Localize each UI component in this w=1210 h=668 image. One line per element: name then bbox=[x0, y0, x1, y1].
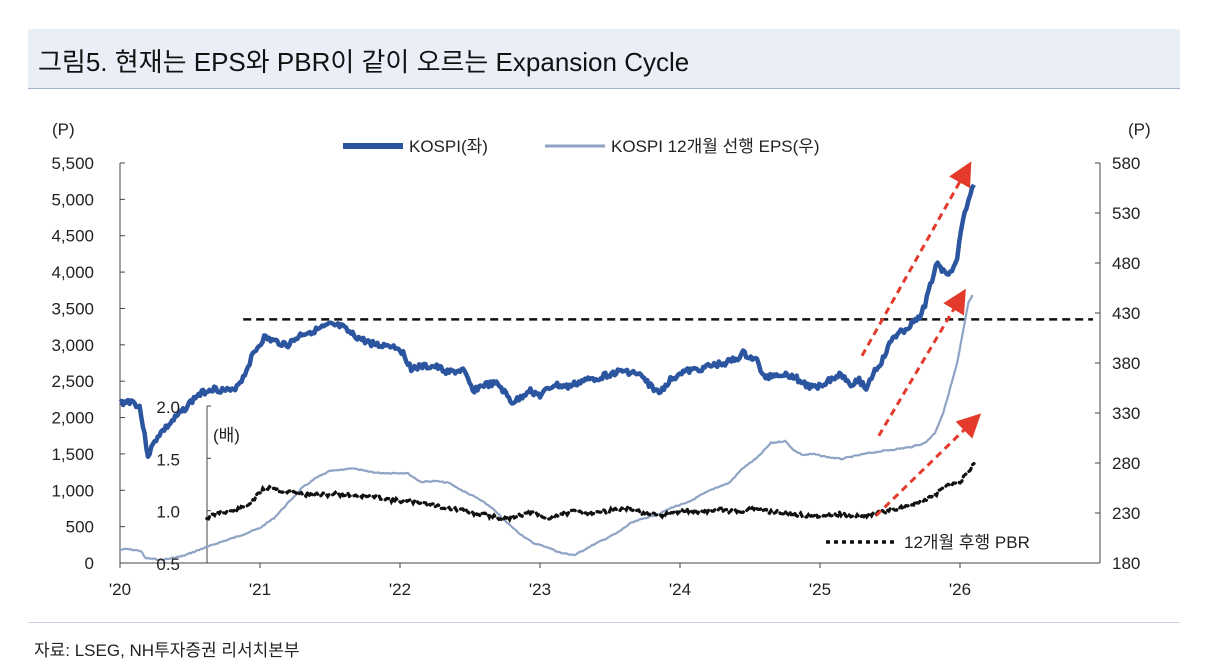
inset-tick-label: 1.5 bbox=[156, 450, 180, 469]
kospi-series-line bbox=[118, 183, 976, 460]
inset-tick-label: 0.5 bbox=[156, 555, 180, 574]
inset-tick-label: 1.0 bbox=[156, 503, 180, 522]
chart-title: 그림5. 현재는 EPS와 PBR이 같이 오르는 Expansion Cycl… bbox=[38, 47, 690, 77]
chart-series bbox=[118, 161, 1093, 562]
chart-ticks: 0 500 1,000 1,500 2,000 2,500 3,000 3,500 4,000 4… bbox=[51, 120, 1150, 599]
right-tick-label: 530 bbox=[1112, 204, 1140, 223]
footer-rule bbox=[28, 622, 1180, 623]
x-tick-label: '25 bbox=[809, 580, 831, 599]
legend-label-kospi: KOSPI(좌) bbox=[409, 137, 488, 156]
right-tick-label: 230 bbox=[1112, 504, 1140, 523]
left-tick-label: 1,500 bbox=[51, 445, 94, 464]
x-tick-label: '26 bbox=[949, 580, 971, 599]
right-tick-label: 280 bbox=[1112, 454, 1140, 473]
trend-arrow bbox=[860, 161, 972, 357]
x-tick-label: '22 bbox=[389, 580, 411, 599]
pbr-series-line bbox=[205, 462, 976, 524]
right-tick-label: 480 bbox=[1112, 254, 1140, 273]
right-tick-label: 430 bbox=[1112, 304, 1140, 323]
right-tick-label: 580 bbox=[1112, 154, 1140, 173]
chart-frame bbox=[119, 163, 1101, 564]
inset-tick-label: 2.0 bbox=[156, 398, 180, 417]
left-tick-label: 1,000 bbox=[51, 481, 94, 500]
left-tick-label: 2,500 bbox=[51, 372, 94, 391]
left-tick-label: 500 bbox=[66, 518, 94, 537]
right-tick-label: 180 bbox=[1112, 554, 1140, 573]
trend-arrow bbox=[877, 288, 966, 437]
inset-unit-label: (배) bbox=[213, 426, 240, 445]
legend-label-pbr: 12개월 후행 PBR bbox=[904, 533, 1030, 552]
left-tick-label: 2,000 bbox=[51, 409, 94, 428]
left-unit-label: (P) bbox=[52, 120, 75, 139]
chart-legend: KOSPI(좌) KOSPI 12개월 선행 EPS(우) 12개월 후행 PBR bbox=[343, 137, 1030, 552]
right-unit-label: (P) bbox=[1128, 120, 1151, 139]
left-tick-label: 4,500 bbox=[51, 227, 94, 246]
left-tick-label: 4,000 bbox=[51, 263, 94, 282]
x-tick-label: '21 bbox=[249, 580, 271, 599]
right-tick-label: 380 bbox=[1112, 354, 1140, 373]
title-band: 그림5. 현재는 EPS와 PBR이 같이 오르는 Expansion Cycl… bbox=[28, 29, 1180, 89]
legend-label-eps: KOSPI 12개월 선행 EPS(우) bbox=[611, 137, 820, 156]
left-tick-label: 5,000 bbox=[51, 190, 94, 209]
right-tick-label: 330 bbox=[1112, 404, 1140, 423]
x-tick-label: '23 bbox=[529, 580, 551, 599]
x-tick-label: '24 bbox=[669, 580, 691, 599]
left-tick-label: 5,500 bbox=[51, 154, 94, 173]
left-tick-label: 0 bbox=[85, 554, 94, 573]
left-tick-label: 3,500 bbox=[51, 299, 94, 318]
x-tick-label: '20 bbox=[109, 580, 131, 599]
source-note: 자료: LSEG, NH투자증권 리서치본부 bbox=[34, 641, 300, 660]
eps-series-line bbox=[119, 294, 974, 562]
left-tick-label: 3,000 bbox=[51, 336, 94, 355]
